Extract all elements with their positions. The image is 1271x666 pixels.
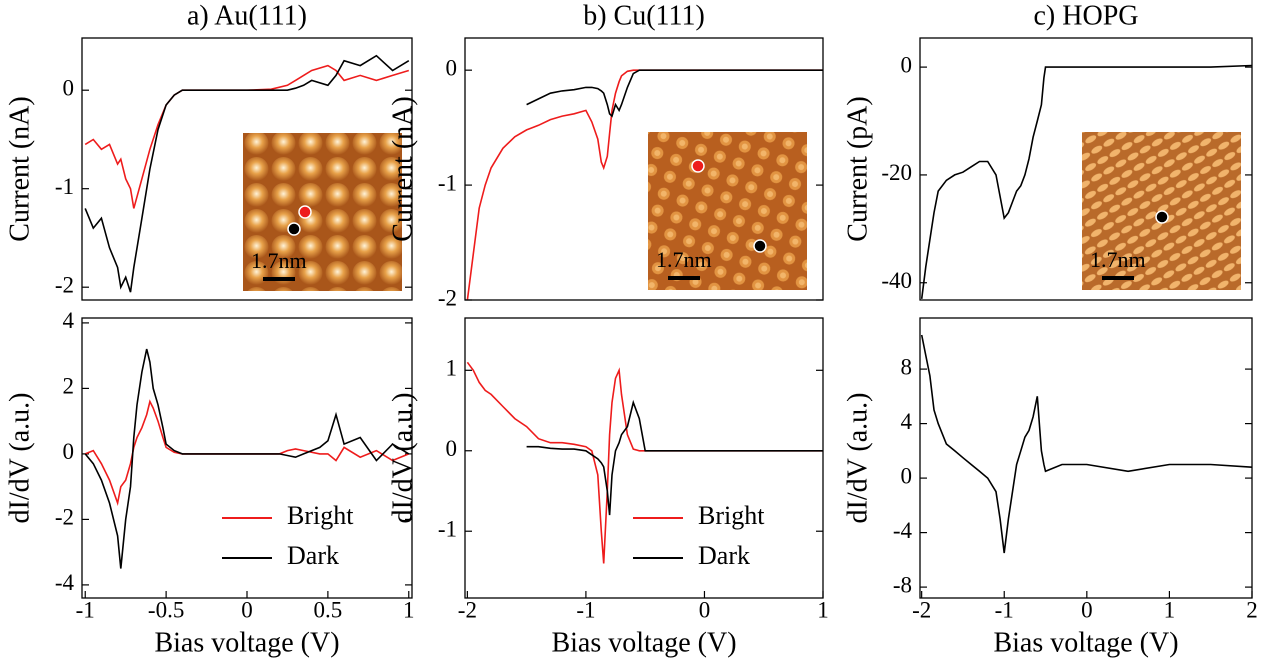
series-line [526, 399, 823, 516]
x-axis-label: Bias voltage (V) [154, 627, 339, 658]
x-tick-label: 0.5 [314, 597, 343, 622]
x-tick-label: 1 [817, 597, 829, 622]
x-tick-label: -1 [995, 597, 1014, 622]
x-tick-label: -2 [912, 597, 931, 622]
y-axis-label: Current (nA) [387, 96, 418, 241]
chart-title: b) Cu(111) [583, 0, 705, 31]
x-axis-label: Bias voltage (V) [993, 627, 1178, 658]
y-tick-label: -20 [881, 160, 912, 185]
legend-label: Bright [698, 501, 765, 530]
inset-scale-label: 1.7nm [251, 248, 307, 273]
x-tick-label: -1 [576, 597, 595, 622]
legend-label: Dark [698, 541, 750, 570]
inset-image [243, 133, 402, 291]
plot-frame [81, 317, 413, 599]
y-tick-label: -1 [438, 516, 457, 541]
y-tick-label: -2 [438, 285, 457, 310]
inset-marker [691, 159, 705, 173]
y-tick-label: -2 [55, 272, 74, 297]
y-tick-label: 0 [901, 52, 913, 77]
y-tick-label: -4 [55, 570, 75, 595]
y-tick-label: 0 [63, 75, 75, 100]
y-tick-label: -8 [893, 572, 912, 597]
y-axis-label: Current (nA) [4, 96, 35, 241]
x-tick-label: -2 [458, 597, 477, 622]
series-line [526, 69, 823, 118]
series-line [466, 361, 823, 564]
series-line [920, 334, 1252, 554]
y-tick-label: -40 [881, 268, 912, 293]
chart-title: c) HOPG [1034, 0, 1139, 31]
chart-title: a) Au(111) [187, 0, 307, 31]
y-tick-label: 4 [901, 409, 913, 434]
x-tick-label: 1 [403, 597, 415, 622]
y-tick-label: 0 [446, 436, 458, 461]
series-line [84, 348, 410, 569]
y-tick-label: -1 [55, 174, 74, 199]
y-tick-label: 2 [63, 374, 75, 399]
y-tick-label: 4 [63, 308, 75, 333]
x-tick-label: 2 [1246, 597, 1258, 622]
y-tick-label: 8 [901, 354, 913, 379]
inset-scale-label: 1.7nm [656, 247, 712, 272]
x-tick-label: -0.5 [148, 597, 184, 622]
y-tick-label: 0 [63, 439, 75, 464]
y-tick-label: 0 [446, 55, 458, 80]
y-tick-label: 1 [446, 356, 458, 381]
x-tick-label: 0 [1081, 597, 1093, 622]
x-tick-label: 0 [241, 597, 253, 622]
y-axis-label: Current (pA) [842, 96, 873, 241]
inset-marker [298, 205, 312, 219]
plot-frame [81, 37, 413, 301]
inset-marker [1155, 210, 1169, 224]
plot-frame [464, 37, 824, 301]
plot-frame [464, 317, 824, 599]
x-tick-label: -1 [76, 597, 95, 622]
series-line [920, 64, 1252, 300]
inset-marker [753, 239, 767, 253]
legend-label: Dark [287, 541, 339, 570]
y-tick-label: -4 [893, 518, 913, 543]
inset-scale-label: 1.7nm [1090, 247, 1146, 272]
legend-label: Bright [287, 501, 354, 530]
y-tick-label: -2 [55, 505, 74, 530]
y-axis-label: dI/dV (a.u.) [842, 393, 873, 524]
inset-image [648, 132, 807, 290]
plot-frame [919, 317, 1253, 599]
x-axis-label: Bias voltage (V) [551, 627, 736, 658]
inset-marker [287, 222, 301, 236]
y-tick-label: 0 [901, 463, 913, 488]
y-tick-label: -1 [438, 170, 457, 195]
x-tick-label: 0 [699, 597, 711, 622]
y-axis-label: dI/dV (a.u.) [4, 393, 35, 524]
y-axis-label: dI/dV (a.u.) [387, 393, 418, 524]
series-line [84, 399, 410, 507]
series-line [84, 54, 410, 293]
plot-frame [919, 37, 1253, 301]
x-tick-label: 1 [1164, 597, 1176, 622]
